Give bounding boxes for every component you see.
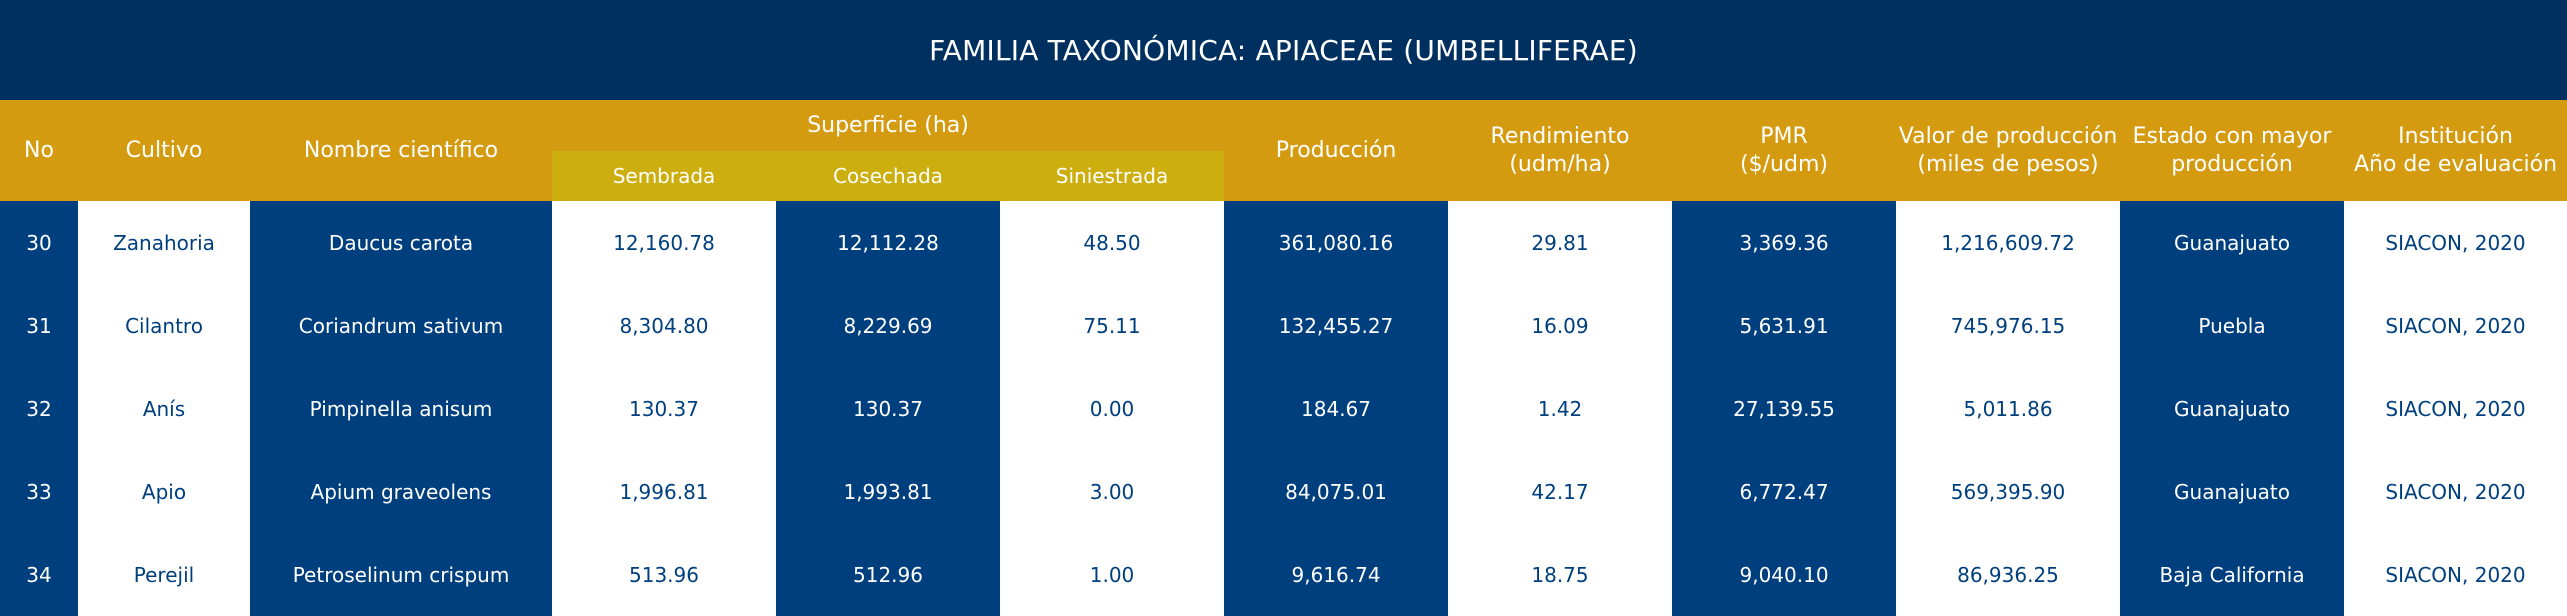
cell-sembrada: 8,304.80 [552,284,776,367]
table-row: 33 Apio Apium graveolens 1,996.81 1,993.… [0,450,2567,533]
cell-cultivo: Apio [78,450,250,533]
cell-estado: Baja California [2120,533,2345,616]
header-sembrada: Sembrada [552,151,776,201]
cell-institucion: SIACON, 2020 [2344,450,2567,533]
header-siniestrada: Siniestrada [1000,151,1225,201]
cell-nombre: Coriandrum sativum [250,284,552,367]
cell-sembrada: 12,160.78 [552,201,776,284]
cell-institucion: SIACON, 2020 [2344,533,2567,616]
cell-valor: 1,216,609.72 [1896,201,2121,284]
header-pmr-line2: ($/udm) [1740,151,1828,177]
header-institucion: Institución Año de evaluación [2344,100,2567,201]
header-valor-line1: Valor de producción [1898,123,2118,149]
cell-sembrada: 130.37 [552,367,776,450]
cell-no: 32 [0,367,78,450]
header-estado: Estado con mayor producción [2120,100,2345,201]
crop-data-table: No Cultivo Nombre científico Superficie … [0,100,2567,616]
cell-institucion: SIACON, 2020 [2344,367,2567,450]
cell-pmr: 6,772.47 [1672,450,1897,533]
cell-rendimiento: 1.42 [1448,367,1673,450]
cell-cultivo: Zanahoria [78,201,250,284]
cell-produccion: 361,080.16 [1224,201,1449,284]
header-rendimiento: Rendimiento (udm/ha) [1448,100,1673,201]
header-rendimiento-line1: Rendimiento [1490,123,1630,149]
page-title: FAMILIA TAXONÓMICA: APIACEAE (UMBELLIFER… [0,0,2567,100]
cell-valor: 5,011.86 [1896,367,2121,450]
cell-nombre: Daucus carota [250,201,552,284]
cell-cultivo: Cilantro [78,284,250,367]
cell-produccion: 184.67 [1224,367,1449,450]
cell-valor: 86,936.25 [1896,533,2121,616]
cell-produccion: 9,616.74 [1224,533,1449,616]
cell-cosechada: 512.96 [776,533,1000,616]
header-estado-line1: Estado con mayor [2132,123,2332,149]
header-cultivo: Cultivo [78,100,250,201]
header-valor-line2: (miles de pesos) [1917,151,2099,177]
table-row: 34 Perejil Petroselinum crispum 513.96 5… [0,533,2567,616]
cell-pmr: 3,369.36 [1672,201,1897,284]
cell-no: 33 [0,450,78,533]
cell-cosechada: 12,112.28 [776,201,1000,284]
header-cosechada: Cosechada [776,151,1000,201]
header-estado-line2: producción [2171,151,2293,177]
header-rendimiento-line2: (udm/ha) [1509,151,1611,177]
header-produccion: Producción [1224,100,1449,201]
cell-rendimiento: 29.81 [1448,201,1673,284]
cell-pmr: 9,040.10 [1672,533,1897,616]
cell-siniestrada: 48.50 [1000,201,1225,284]
cell-cultivo: Anís [78,367,250,450]
cell-cosechada: 1,993.81 [776,450,1000,533]
cell-sembrada: 1,996.81 [552,450,776,533]
cell-produccion: 84,075.01 [1224,450,1449,533]
cell-siniestrada: 75.11 [1000,284,1225,367]
cell-nombre: Petroselinum crispum [250,533,552,616]
cell-nombre: Pimpinella anisum [250,367,552,450]
cell-cosechada: 8,229.69 [776,284,1000,367]
cell-rendimiento: 18.75 [1448,533,1673,616]
cell-siniestrada: 0.00 [1000,367,1225,450]
cell-rendimiento: 42.17 [1448,450,1673,533]
cell-cultivo: Perejil [78,533,250,616]
cell-institucion: SIACON, 2020 [2344,201,2567,284]
header-institucion-line1: Institución [2398,123,2513,149]
header-pmr-line1: PMR [1760,123,1808,149]
cell-no: 31 [0,284,78,367]
cell-pmr: 5,631.91 [1672,284,1897,367]
cell-estado: Puebla [2120,284,2345,367]
table-row: 30 Zanahoria Daucus carota 12,160.78 12,… [0,201,2567,284]
table-row: 32 Anís Pimpinella anisum 130.37 130.37 … [0,367,2567,450]
cell-estado: Guanajuato [2120,450,2345,533]
header-superficie: Superficie (ha) [552,100,1225,151]
header-no: No [0,100,78,201]
table-row: 31 Cilantro Coriandrum sativum 8,304.80 … [0,284,2567,367]
cell-cosechada: 130.37 [776,367,1000,450]
cell-valor: 745,976.15 [1896,284,2121,367]
header-valor: Valor de producción (miles de pesos) [1896,100,2121,201]
cell-sembrada: 513.96 [552,533,776,616]
cell-siniestrada: 1.00 [1000,533,1225,616]
cell-valor: 569,395.90 [1896,450,2121,533]
cell-estado: Guanajuato [2120,367,2345,450]
cell-institucion: SIACON, 2020 [2344,284,2567,367]
header-nombre-cientifico: Nombre científico [250,100,552,201]
cell-siniestrada: 3.00 [1000,450,1225,533]
cell-nombre: Apium graveolens [250,450,552,533]
cell-estado: Guanajuato [2120,201,2345,284]
header-pmr: PMR ($/udm) [1672,100,1897,201]
header-institucion-line2: Año de evaluación [2353,151,2558,177]
cell-no: 30 [0,201,78,284]
cell-produccion: 132,455.27 [1224,284,1449,367]
cell-pmr: 27,139.55 [1672,367,1897,450]
cell-no: 34 [0,533,78,616]
cell-rendimiento: 16.09 [1448,284,1673,367]
